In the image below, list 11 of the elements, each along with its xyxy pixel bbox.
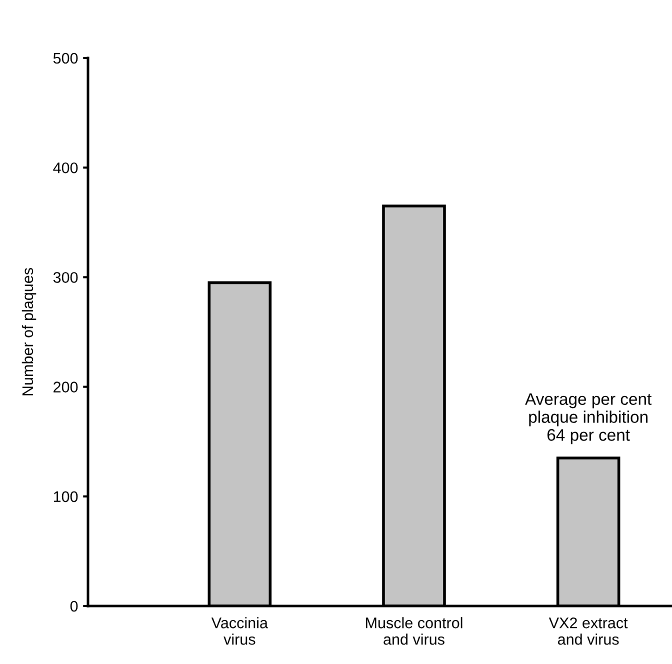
x-tick-label: Vaccinia virus xyxy=(211,617,268,645)
annotation: Average per cent plaque inhibition 64 per cent xyxy=(525,393,652,444)
x-tick-label: Muscle control and virus xyxy=(366,617,462,645)
y-tick-label: 400 xyxy=(53,162,78,174)
y-tick-label: 100 xyxy=(54,491,78,502)
y-tick-label: 300 xyxy=(53,272,78,283)
y-tick-label: 500 xyxy=(53,52,78,64)
x-tick-label: VX2 extract and virus xyxy=(548,618,628,645)
y-axis-title: Number of plaques xyxy=(22,268,36,396)
y-tick-label: 0 xyxy=(70,600,78,612)
y-tick-label: 200 xyxy=(54,382,78,392)
